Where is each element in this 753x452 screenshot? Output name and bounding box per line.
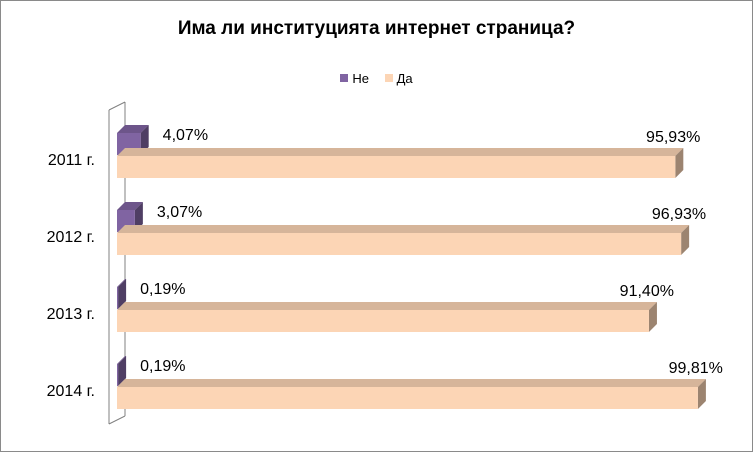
axis-wall-top-edge bbox=[108, 101, 126, 111]
bar-da-0 bbox=[117, 156, 676, 178]
bar-ne-1-top bbox=[117, 202, 143, 210]
data-label-ne-2: 0,19% bbox=[140, 281, 185, 298]
bar-da-1-top bbox=[117, 225, 690, 233]
data-label-da-2: 91,40% bbox=[620, 283, 674, 300]
bar-da-3-side bbox=[697, 379, 706, 409]
bar-da-1 bbox=[117, 233, 682, 255]
bar-da-3-top bbox=[117, 379, 706, 387]
bar-da-0-side bbox=[675, 148, 684, 178]
bar-ne-0-top bbox=[117, 125, 149, 133]
bar-da-2-top bbox=[117, 302, 657, 310]
data-label-ne-1: 3,07% bbox=[157, 204, 202, 221]
bar-ne-1-side bbox=[134, 202, 143, 232]
axis-wall-bottom-edge bbox=[108, 415, 126, 425]
legend-item-ne: Не bbox=[340, 71, 369, 86]
bar-ne-2-side bbox=[118, 279, 127, 309]
data-label-da-3: 99,81% bbox=[669, 360, 723, 377]
bar-ne-3 bbox=[117, 364, 119, 386]
legend: Не Да bbox=[0, 70, 753, 86]
data-label-da-0: 95,93% bbox=[646, 129, 700, 146]
bar-ne-0-side bbox=[140, 125, 149, 155]
bar-da-2-side bbox=[648, 302, 657, 332]
legend-swatch-ne bbox=[340, 74, 349, 82]
legend-label-ne: Не bbox=[352, 70, 369, 86]
data-label-da-1: 96,93% bbox=[652, 206, 706, 223]
bar-ne-2-top bbox=[117, 279, 127, 287]
bar-da-2 bbox=[117, 310, 649, 332]
legend-item-da: Да bbox=[384, 70, 413, 86]
category-label-1: 2012 г. bbox=[47, 229, 95, 246]
bar-ne-2 bbox=[117, 287, 119, 309]
bar-ne-3-side bbox=[118, 356, 127, 386]
category-label-0: 2011 г. bbox=[48, 152, 95, 169]
data-label-ne-3: 0,19% bbox=[140, 358, 185, 375]
data-label-ne-0: 4,07% bbox=[163, 127, 208, 144]
bar-ne-3-top bbox=[117, 356, 127, 364]
category-label-3: 2014 г. bbox=[47, 383, 95, 400]
legend-label-da: Да bbox=[396, 70, 413, 86]
category-label-2: 2013 г. bbox=[47, 306, 95, 323]
bar-da-3 bbox=[117, 387, 698, 409]
chart-title: Има ли институцията интернет страница? bbox=[177, 18, 576, 39]
legend-swatch-da bbox=[384, 74, 393, 82]
bar-da-1-side bbox=[681, 225, 690, 255]
bar-da-0-top bbox=[117, 148, 684, 156]
